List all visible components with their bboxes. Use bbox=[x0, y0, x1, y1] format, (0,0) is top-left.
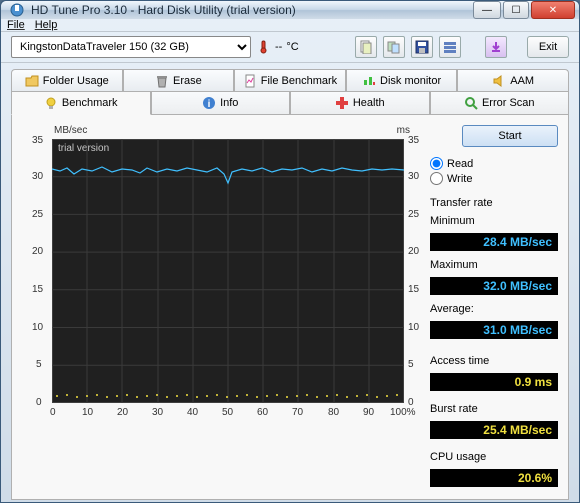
window: HD Tune Pro 3.10 - Hard Disk Utility (tr… bbox=[0, 0, 580, 503]
avg-value: 31.0 MB/sec bbox=[430, 321, 558, 339]
folder-icon bbox=[25, 74, 39, 88]
magnifier-icon bbox=[464, 96, 478, 110]
write-radio[interactable] bbox=[430, 172, 443, 185]
y-axis-left-label: MB/sec bbox=[54, 125, 87, 136]
read-radio[interactable] bbox=[430, 157, 443, 170]
info-icon: i bbox=[202, 96, 216, 110]
tabs-row-2: Benchmark iInfo Health Error Scan bbox=[11, 91, 569, 115]
side-panel: Start Read Write Transfer rate Minimum 2… bbox=[430, 125, 558, 489]
monitor-icon bbox=[362, 74, 376, 88]
tab-health[interactable]: Health bbox=[290, 91, 430, 115]
tab-folder-usage[interactable]: Folder Usage bbox=[11, 69, 123, 91]
titlebar[interactable]: HD Tune Pro 3.10 - Hard Disk Utility (tr… bbox=[1, 1, 579, 19]
burst-rate-value: 25.4 MB/sec bbox=[430, 421, 558, 439]
cpu-usage-value: 20.6% bbox=[430, 469, 558, 487]
read-radio-label[interactable]: Read bbox=[430, 157, 558, 170]
chart-svg bbox=[52, 139, 406, 405]
menu-file[interactable]: File bbox=[7, 19, 25, 31]
file-bench-icon bbox=[243, 74, 257, 88]
benchmark-chart: MB/sec ms trial version bbox=[22, 125, 420, 423]
tab-erase[interactable]: Erase bbox=[123, 69, 235, 91]
access-time-value: 0.9 ms bbox=[430, 373, 558, 391]
trash-icon bbox=[155, 74, 169, 88]
menubar: File Help bbox=[1, 19, 579, 31]
tab-info[interactable]: iInfo bbox=[151, 91, 291, 115]
temperature: -- °C bbox=[257, 40, 299, 54]
transfer-rate-label: Transfer rate bbox=[430, 197, 558, 209]
tab-error-scan[interactable]: Error Scan bbox=[430, 91, 570, 115]
tabs-row-1: Folder Usage Erase File Benchmark Disk m… bbox=[11, 69, 569, 91]
write-radio-label[interactable]: Write bbox=[430, 172, 558, 185]
page-icon bbox=[359, 40, 373, 54]
copy-screenshot-button[interactable] bbox=[383, 36, 405, 58]
floppy-icon bbox=[415, 40, 429, 54]
toolbar: KingstonDataTraveler 150 (32 GB) -- °C E… bbox=[1, 31, 579, 63]
close-button[interactable]: ✕ bbox=[531, 1, 575, 19]
speaker-icon bbox=[492, 74, 506, 88]
options-button[interactable] bbox=[439, 36, 461, 58]
download-icon bbox=[489, 40, 503, 54]
bulb-icon bbox=[44, 96, 58, 110]
tab-disk-monitor[interactable]: Disk monitor bbox=[346, 69, 458, 91]
menu-help[interactable]: Help bbox=[35, 19, 58, 31]
health-icon bbox=[335, 96, 349, 110]
window-title: HD Tune Pro 3.10 - Hard Disk Utility (tr… bbox=[31, 3, 473, 17]
start-button[interactable]: Start bbox=[462, 125, 558, 147]
options-icon bbox=[443, 40, 457, 54]
min-value: 28.4 MB/sec bbox=[430, 233, 558, 251]
thermometer-icon bbox=[257, 40, 271, 54]
max-value: 32.0 MB/sec bbox=[430, 277, 558, 295]
burst-rate-label: Burst rate bbox=[430, 403, 558, 415]
exit-button[interactable]: Exit bbox=[527, 36, 569, 58]
minimize-button[interactable]: — bbox=[473, 1, 501, 19]
min-label: Minimum bbox=[430, 215, 558, 227]
benchmark-panel: MB/sec ms trial version bbox=[11, 115, 569, 500]
drive-select[interactable]: KingstonDataTraveler 150 (32 GB) bbox=[11, 36, 251, 58]
pages-icon bbox=[387, 40, 401, 54]
app-icon bbox=[9, 2, 25, 18]
cpu-usage-label: CPU usage bbox=[430, 451, 558, 463]
save-button[interactable] bbox=[411, 36, 433, 58]
maximize-button[interactable]: ☐ bbox=[503, 1, 529, 19]
tab-file-benchmark[interactable]: File Benchmark bbox=[234, 69, 346, 91]
avg-label: Average: bbox=[430, 303, 558, 315]
rw-radios: Read Write bbox=[430, 155, 558, 187]
tab-aam[interactable]: AAM bbox=[457, 69, 569, 91]
max-label: Maximum bbox=[430, 259, 558, 271]
copy-info-button[interactable] bbox=[355, 36, 377, 58]
refresh-button[interactable] bbox=[485, 36, 507, 58]
svg-text:i: i bbox=[208, 99, 211, 110]
tab-benchmark[interactable]: Benchmark bbox=[11, 91, 151, 115]
access-time-label: Access time bbox=[430, 355, 558, 367]
